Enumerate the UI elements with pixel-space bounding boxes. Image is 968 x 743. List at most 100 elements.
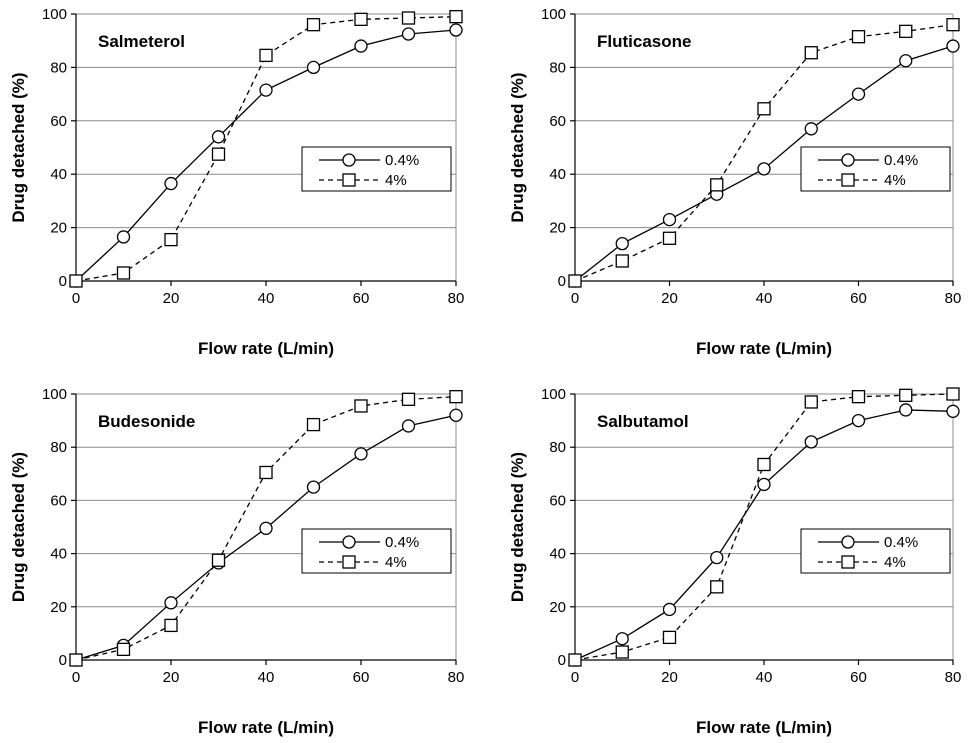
y-tick-label: 40	[549, 546, 566, 563]
data-point	[851, 413, 866, 428]
data-point	[164, 596, 178, 610]
y-tick-label: 20	[549, 599, 566, 616]
data-point	[946, 404, 960, 418]
data-point	[259, 521, 273, 535]
x-tick-label: 20	[163, 669, 180, 686]
x-tick-label: 40	[756, 290, 773, 307]
chart-panel-2: 0 20 40 60 80 100 0 20 40 60 80 Flow rate (L/min) Dr…	[508, 6, 961, 358]
y-axis-title: Drug detached (%)	[9, 72, 28, 222]
legend: 0.4% 4%	[301, 528, 452, 574]
data-point	[946, 39, 960, 53]
y-tick-label: 0	[59, 273, 67, 290]
data-point	[259, 465, 273, 480]
panel-title: Salbutamol	[597, 412, 689, 431]
legend: 0.4% 4%	[800, 528, 951, 574]
data-point	[401, 392, 416, 406]
legend-label: 0.4%	[385, 152, 419, 169]
y-tick-label: 100	[541, 6, 566, 23]
data-point	[259, 48, 273, 63]
legend-marker	[841, 153, 855, 167]
x-axis-title: Flow rate (L/min)	[696, 718, 832, 737]
y-tick-label: 100	[541, 386, 566, 403]
y-tick-label: 60	[549, 113, 566, 130]
chart-panel-4: 0 20 40 60 80 100 0 20 40 60 80 Flow rate (L/min) Dr…	[508, 386, 961, 737]
x-tick-label: 40	[258, 290, 275, 307]
y-axis-title: Drug detached (%)	[508, 72, 527, 222]
data-point	[710, 178, 724, 192]
data-point	[899, 403, 913, 417]
y-tick-label: 100	[42, 386, 67, 403]
series-square	[69, 390, 463, 667]
y-tick-label: 0	[59, 652, 67, 669]
x-tick-label: 60	[850, 290, 867, 307]
x-tick-label: 20	[661, 290, 678, 307]
chart-panel-1: 0 20 40 60 80 100 0 20 40 60 80 Flow rate (L/min) Dr…	[9, 6, 464, 358]
data-point	[116, 642, 131, 657]
data-point	[757, 162, 771, 176]
chart-panel-3: 0 20 40 60 80 100 0 20 40 60 80 Flow rate (L/min) Dr…	[9, 386, 464, 737]
series-square	[568, 387, 960, 667]
data-point	[449, 10, 463, 24]
y-tick-label: 80	[50, 59, 67, 76]
legend: 0.4% 4%	[301, 146, 452, 192]
data-point	[615, 645, 629, 659]
data-point	[662, 602, 677, 617]
y-tick-label: 40	[50, 166, 67, 183]
data-point	[946, 18, 960, 32]
series-square	[69, 10, 463, 288]
data-point	[662, 231, 677, 245]
data-point	[615, 236, 629, 251]
data-point	[804, 435, 818, 449]
legend-marker	[841, 173, 855, 187]
data-point	[662, 630, 677, 645]
series-line	[75, 16, 457, 282]
data-point	[710, 550, 724, 565]
x-tick-label: 40	[756, 669, 773, 686]
x-tick-label: 60	[850, 669, 867, 686]
data-point	[116, 230, 131, 244]
x-axis-title: Flow rate (L/min)	[696, 339, 832, 358]
series-line	[574, 393, 954, 661]
data-point	[306, 60, 321, 75]
y-tick-label: 0	[558, 652, 566, 669]
x-tick-label: 20	[163, 290, 180, 307]
y-tick-label: 60	[50, 492, 67, 509]
data-point	[401, 419, 416, 433]
data-point	[757, 457, 771, 472]
data-point	[899, 24, 913, 39]
x-tick-label: 60	[353, 290, 370, 307]
data-point	[401, 11, 416, 25]
data-point	[804, 395, 818, 409]
data-point	[164, 176, 178, 191]
y-tick-label: 80	[50, 439, 67, 456]
y-axis-title: Drug detached (%)	[508, 452, 527, 602]
legend-marker	[342, 555, 356, 569]
x-tick-label: 0	[72, 290, 80, 307]
data-point	[69, 274, 83, 288]
legend-marker	[342, 153, 356, 167]
data-point	[851, 30, 866, 44]
panel-title: Salmeterol	[98, 32, 185, 51]
x-tick-label: 0	[571, 669, 579, 686]
legend-box	[800, 146, 951, 192]
data-point	[946, 387, 960, 401]
x-tick-label: 80	[448, 669, 465, 686]
data-point	[354, 39, 368, 53]
legend-marker	[342, 173, 356, 187]
series-circle	[568, 39, 960, 288]
x-tick-label: 80	[945, 290, 962, 307]
x-tick-label: 0	[571, 290, 579, 307]
data-point	[449, 23, 463, 37]
data-point	[757, 477, 771, 492]
x-tick-label: 0	[72, 669, 80, 686]
legend-box	[800, 528, 951, 574]
legend-label: 4%	[884, 172, 906, 189]
data-point	[804, 122, 818, 136]
y-tick-label: 20	[50, 220, 67, 237]
y-tick-label: 40	[50, 546, 67, 563]
x-tick-label: 80	[945, 669, 962, 686]
data-point	[401, 27, 416, 41]
data-point	[354, 399, 368, 413]
legend-box	[301, 528, 452, 574]
